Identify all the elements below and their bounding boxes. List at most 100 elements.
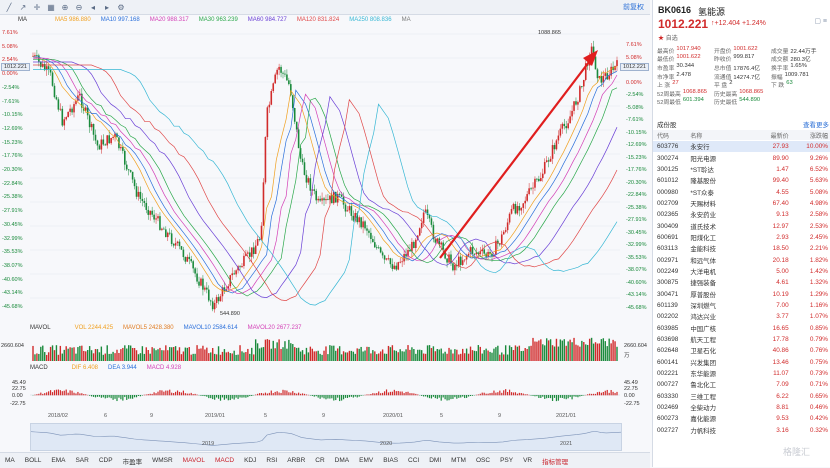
col-price[interactable]: 最新价 [753,131,788,140]
indicator-tab[interactable]: MTM [446,457,471,464]
volume-bar [464,353,465,361]
indicator-tab[interactable]: PSY [495,457,518,464]
indicator-tab[interactable]: MAVOL [178,457,210,464]
adjust-mode-button[interactable]: 前复权 [623,2,644,12]
cross-tool-icon[interactable]: ✛ [32,2,42,12]
col-name[interactable]: 名称 [690,131,753,140]
volume-bar [552,345,553,361]
volume-bar [83,351,84,361]
watch-button[interactable]: ★ 自选 [658,33,678,42]
indicator-tab[interactable]: KDJ [239,457,261,464]
indicator-tab[interactable]: VR [518,457,537,464]
indicator-tab[interactable]: CR [310,457,329,464]
stock-code: 000727 [653,381,690,388]
indicator-tab[interactable]: EMV [354,457,378,464]
volume-bar [556,339,557,361]
indicator-tab[interactable]: DMA [330,457,354,464]
candle-body [192,261,194,268]
volume-bar [79,346,80,361]
pan-left-icon[interactable]: ◂ [88,2,98,12]
vol-legend-title[interactable]: MAVOL [30,325,51,331]
stock-name: 天赐材料 [690,199,753,208]
indicator-tab[interactable]: DMI [424,457,446,464]
right-axis-tick: 0.00% [626,80,642,86]
indicator-tab[interactable]: SAR [70,457,93,464]
x-tick: 6 [104,413,107,419]
candle-body [104,144,106,145]
col-pct[interactable]: 涨跌幅 [789,131,830,140]
indicator-tab[interactable]: MA [0,457,20,464]
volume-bar [284,341,285,361]
ma20-value: MA20 988.317 [150,17,189,23]
line-tool-icon[interactable]: ╱ [4,2,14,12]
ma-legend-title[interactable]: MA [18,17,27,23]
macd-bar [476,395,477,396]
zoom-out-icon[interactable]: ⊖ [74,2,84,12]
zoom-in-icon[interactable]: ⊕ [60,2,70,12]
arrow-tool-icon[interactable]: ↗ [18,2,28,12]
volume-bar [612,340,613,361]
volume-bar [558,347,559,361]
indicator-tab[interactable]: MACD [210,457,239,464]
candle-body [208,290,210,301]
indicator-tab[interactable]: 市盈率 [118,456,148,466]
grid-icon[interactable]: ▦ [46,2,56,12]
candle-body [413,242,415,248]
macd-legend-title[interactable]: MACD [30,365,48,371]
indicator-tab[interactable]: EMA [46,457,70,464]
volume-bar [528,346,529,361]
indicator-tab[interactable]: ARBR [282,457,310,464]
pan-right-icon[interactable]: ▸ [102,2,112,12]
indicator-tab[interactable]: CCI [403,457,424,464]
stock-code: 300125 [653,166,690,173]
indicator-tab[interactable]: 指标管理 [537,456,573,466]
indicator-tab[interactable]: WMSR [147,457,178,464]
candle-body [134,180,136,187]
ma10-value: MA10 997.168 [101,17,140,23]
settings-icon[interactable]: ⚙ [116,2,126,12]
candle-body [272,83,274,91]
indicator-tab[interactable]: BOLL [20,457,47,464]
stock-price: 3.16 [753,427,788,434]
col-code[interactable]: 代码 [653,131,690,140]
candle-body [552,145,554,159]
indicator-tab[interactable]: CDP [94,457,118,464]
candle-body [608,76,610,80]
macd-bar [374,393,375,395]
indicator-tab[interactable]: RSI [261,457,282,464]
expand-icon[interactable]: ▢ [814,18,821,25]
macd-bar [472,395,473,396]
indicator-tab[interactable]: OSC [471,457,495,464]
volume-bar [355,354,356,361]
view-more-link[interactable]: 查看更多 [803,119,829,129]
menu-icon[interactable]: ≡ [823,18,827,25]
indicator-tab[interactable]: BIAS [378,457,403,464]
